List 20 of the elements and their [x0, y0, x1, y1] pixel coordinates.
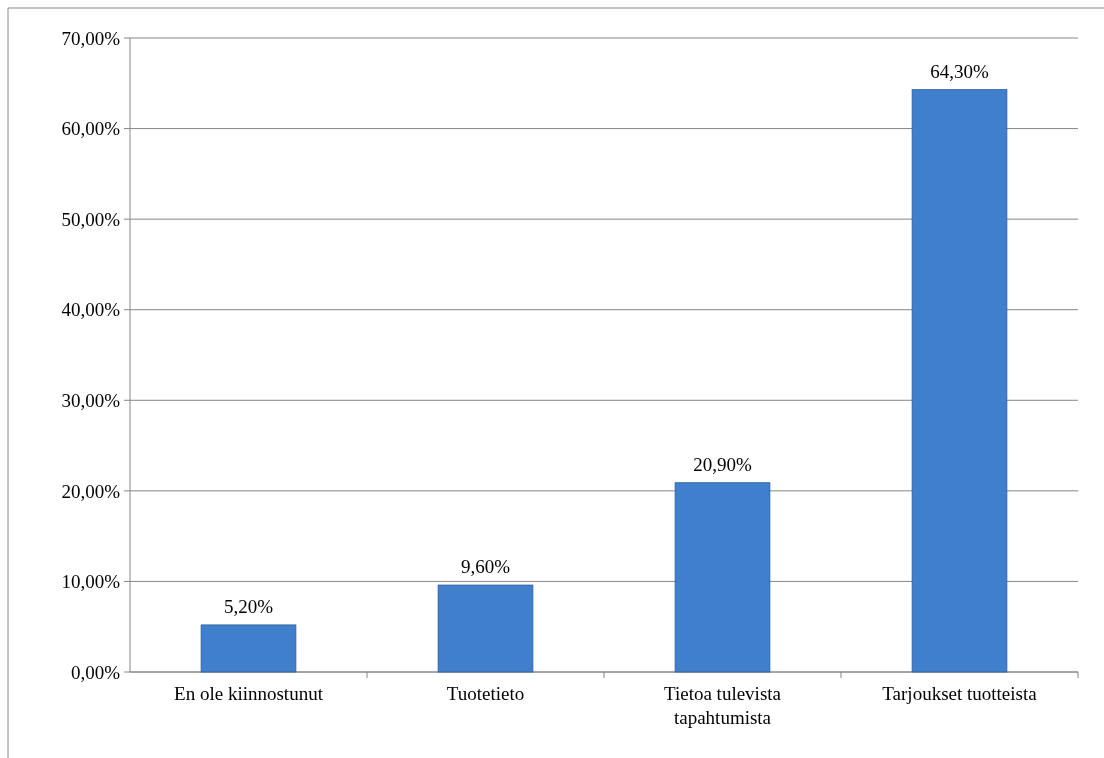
- y-tick-label: 50,00%: [61, 208, 121, 230]
- y-tick-label: 10,00%: [61, 571, 121, 593]
- y-tick-label: 30,00%: [61, 389, 121, 411]
- bar: [911, 89, 1008, 673]
- x-tick-label: En ole kiinnostunut: [174, 683, 324, 704]
- y-tick-label: 0,00%: [70, 661, 121, 683]
- data-label: 9,60%: [460, 556, 511, 578]
- bar: [674, 482, 771, 673]
- x-tick-label: Tietoa tulevista tapahtumista: [664, 683, 782, 728]
- x-tick-label: Tuotetieto: [446, 683, 525, 704]
- data-label: 20,90%: [693, 453, 752, 475]
- x-tick-label: Tarjoukset tuotteista: [882, 683, 1038, 704]
- bar: [200, 624, 297, 673]
- data-label: 5,20%: [223, 595, 274, 617]
- y-tick-label: 70,00%: [61, 27, 121, 49]
- bar: [437, 584, 534, 673]
- data-label: 64,30%: [930, 60, 989, 82]
- y-tick-label: 40,00%: [61, 299, 121, 321]
- y-tick-label: 60,00%: [61, 118, 121, 140]
- y-tick-label: 20,00%: [61, 480, 121, 502]
